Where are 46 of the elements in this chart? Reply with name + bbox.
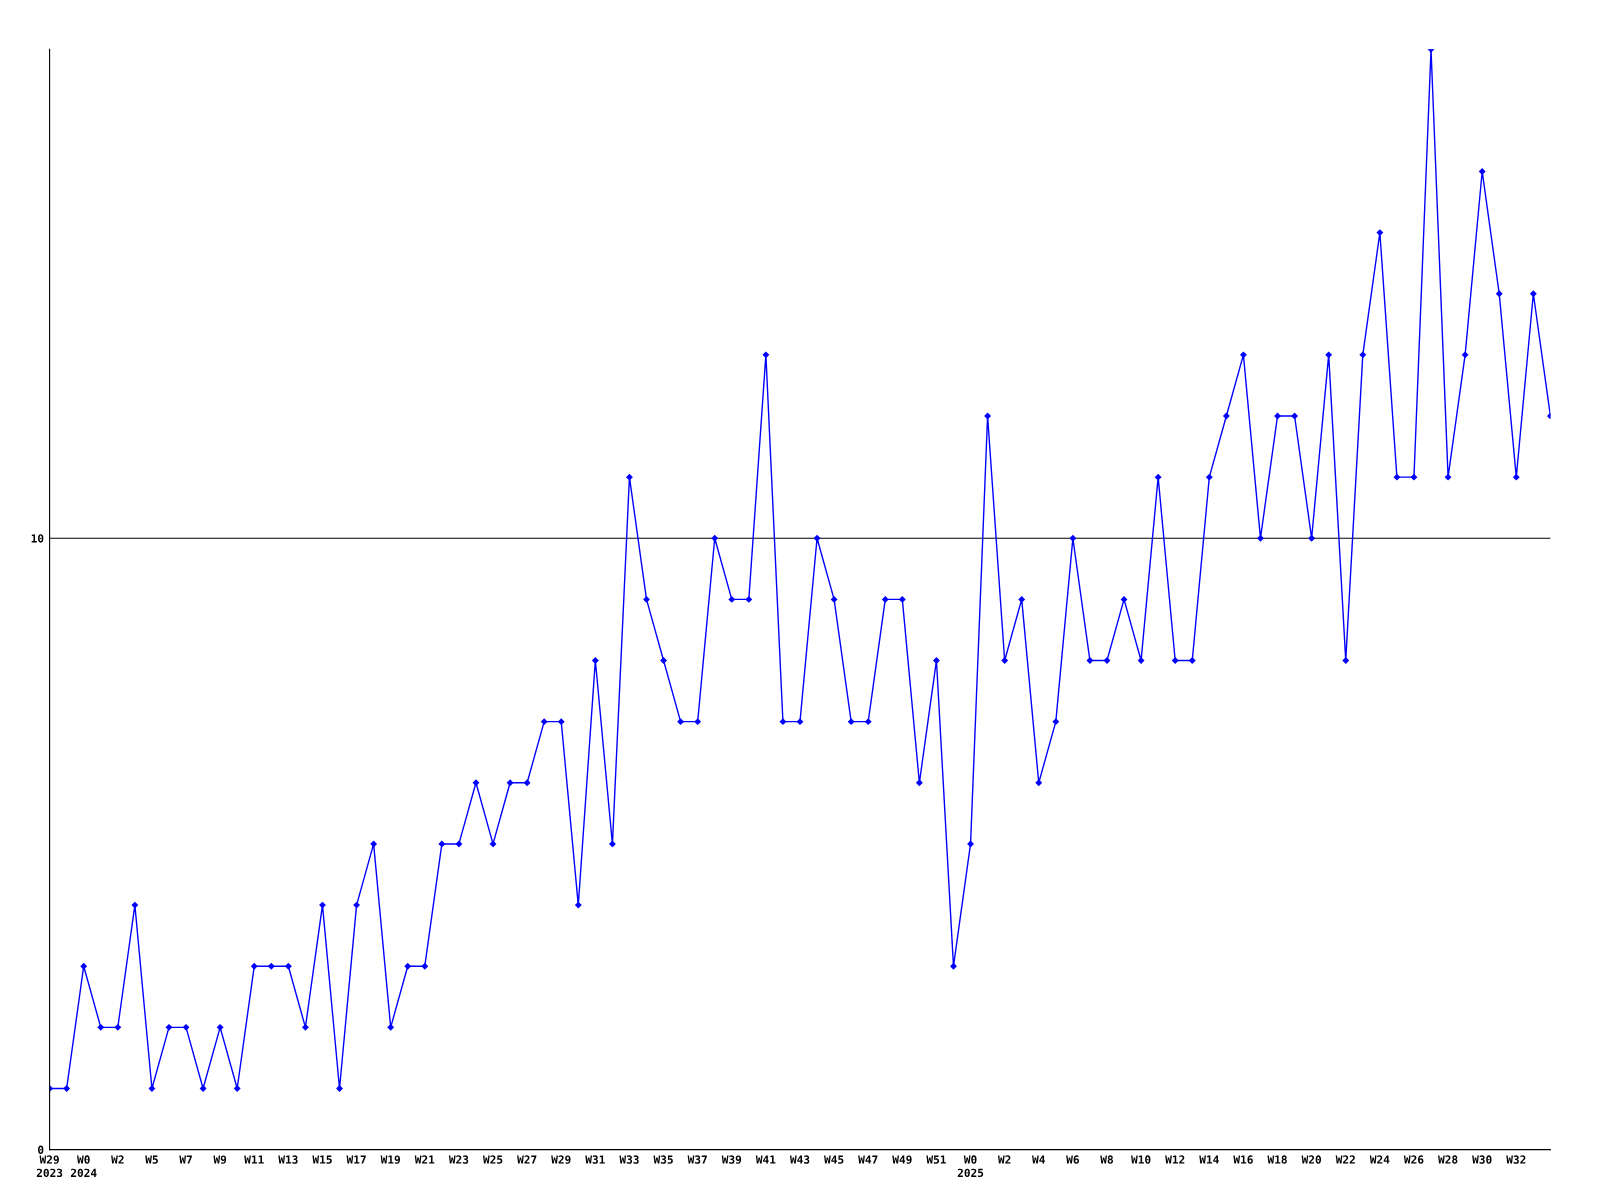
x-tick-label: W32 [1506, 1155, 1526, 1164]
x-tick-label: W23 [448, 1155, 469, 1164]
x-tick-label: W35 [653, 1155, 673, 1164]
x-tick-label: W0 2024 [70, 1155, 97, 1178]
x-tick-label: W2 [997, 1155, 1011, 1164]
x-tick-label: W2 [111, 1155, 124, 1164]
x-tick-label: W8 [1100, 1155, 1113, 1164]
x-tick-label: W14 [1199, 1155, 1219, 1164]
x-tick-label: W12 [1165, 1155, 1185, 1164]
x-tick-label: W6 [1066, 1155, 1079, 1164]
x-tick-label: W49 [892, 1155, 912, 1164]
x-tick-label: W22 [1335, 1155, 1355, 1164]
x-tick-label: W20 [1301, 1155, 1321, 1164]
x-tick-label: W19 [380, 1155, 401, 1164]
x-tick-label: W51 [926, 1155, 946, 1164]
x-tick-label: W27 [517, 1155, 537, 1164]
x-tick-label: W43 [789, 1155, 810, 1164]
x-tick-label: W31 [585, 1155, 605, 1164]
x-tick-label: W30 [1472, 1155, 1492, 1164]
x-tick-label: W0 2025 [957, 1155, 984, 1178]
x-tick-label: W4 [1032, 1155, 1045, 1164]
x-tick-label: W16 [1233, 1155, 1253, 1164]
x-tick-label: W17 [346, 1155, 366, 1164]
y-tick-label: 10 [31, 534, 44, 543]
x-tick-label: W11 [244, 1155, 264, 1164]
x-tick-label: W39 [721, 1155, 742, 1164]
x-tick-label: W45 [824, 1155, 844, 1164]
x-tick-label: W25 [482, 1155, 503, 1164]
x-tick-label: W47 [858, 1155, 878, 1164]
x-tick-label: W18 [1267, 1155, 1287, 1164]
x-tick-label: W26 [1403, 1155, 1424, 1164]
x-tick-label: W37 [687, 1155, 707, 1164]
x-tick-label: W9 [213, 1155, 227, 1164]
x-tick-label: W5 [145, 1155, 158, 1164]
x-tick-label: W7 [179, 1155, 192, 1164]
x-tick-label: W15 [312, 1155, 332, 1164]
y-tick-label: 0 [38, 1145, 44, 1154]
x-tick-label: W24 [1369, 1155, 1390, 1164]
x-tick-label: W29 2023 [36, 1155, 63, 1178]
x-tick-label: W29 [551, 1155, 571, 1164]
x-tick-label: W33 [619, 1155, 639, 1164]
x-tick-label: W10 [1131, 1155, 1151, 1164]
x-tick-label: W13 [278, 1155, 298, 1164]
x-tick-label: W41 [755, 1155, 776, 1164]
x-tick-label: W28 [1438, 1155, 1458, 1164]
x-tick-label: W21 [414, 1155, 435, 1164]
